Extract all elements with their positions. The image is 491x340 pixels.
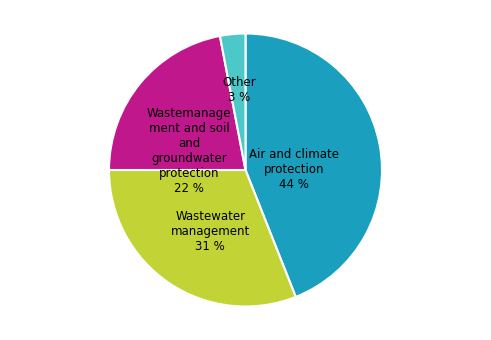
Wedge shape	[246, 34, 382, 297]
Text: Wastewater
management
31 %: Wastewater management 31 %	[170, 209, 250, 253]
Wedge shape	[220, 34, 246, 170]
Text: Air and climate
protection
44 %: Air and climate protection 44 %	[248, 149, 339, 191]
Wedge shape	[109, 36, 246, 170]
Text: Wastemanage
ment and soil
and
groundwater
protection
22 %: Wastemanage ment and soil and groundwate…	[147, 107, 232, 195]
Text: Other
3 %: Other 3 %	[222, 76, 256, 104]
Wedge shape	[109, 170, 296, 306]
